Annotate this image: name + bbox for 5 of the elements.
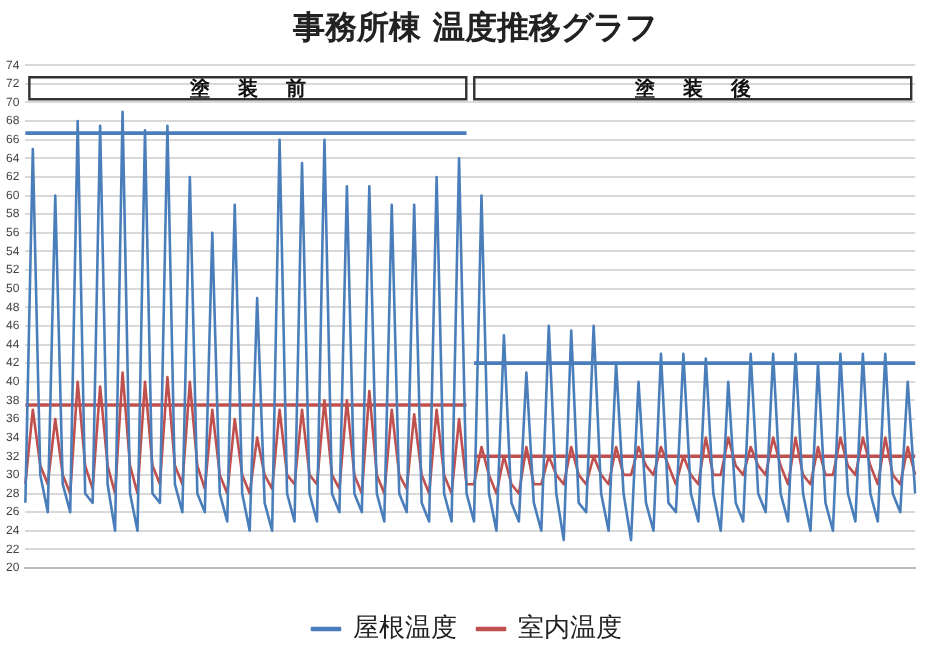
legend-label: 屋根温度	[353, 612, 457, 643]
chart-title: 事務所棟 温度推移グラフ	[291, 8, 659, 50]
annotation: 塗装後	[632, 77, 779, 102]
annotation: 塗装前	[187, 77, 334, 102]
legend-label: 室内温度	[518, 612, 622, 643]
